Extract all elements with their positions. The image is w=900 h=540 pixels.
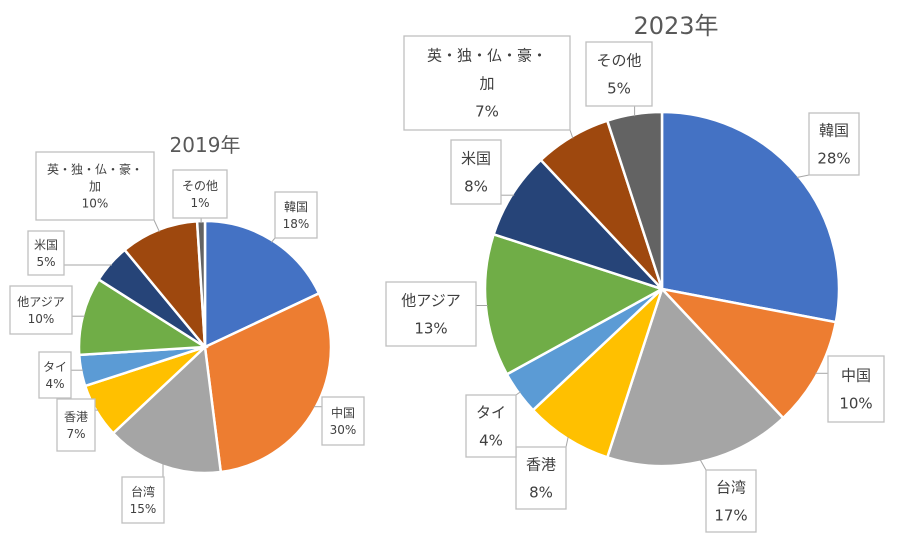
pie-slice-2019-5 [77, 277, 209, 357]
data-label-box-2019-3 [56, 398, 96, 452]
data-label-value-2023-2: 17% [714, 506, 747, 524]
leader-line-2019-7 [153, 219, 160, 232]
data-label-category-2023-7: 加 [479, 74, 494, 92]
leader-line-2019-0 [271, 237, 276, 243]
data-label-category-2019-7: 加 [89, 179, 101, 193]
pie-chart-2019: 韓国 18% 中国 30% 台湾 15% 香港 7% タイ 4% 他アジア 10% 米国 5% 英・独・仏・… [9, 151, 365, 524]
data-label-value-2019-2: 15% [130, 502, 157, 516]
data-label-box-2019-4 [38, 351, 72, 399]
chart-title-2023: 2023年 [633, 12, 718, 40]
data-label-box-2023-5 [385, 281, 477, 347]
leader-line-2023-3 [565, 436, 569, 448]
data-label-value-2019-7: 10% [82, 196, 109, 210]
data-label-box-2023-7 [403, 35, 571, 131]
leader-line-2023-0 [796, 174, 810, 178]
data-label-value-2023-5: 13% [414, 319, 447, 337]
data-label-box-2019-8 [172, 169, 228, 219]
data-label-category-2023-4: タイ [476, 403, 506, 421]
data-label-category-2019-2: 台湾 [131, 484, 155, 499]
data-label-box-2019-1 [321, 396, 365, 446]
data-label-category-2023-1: 中国 [841, 366, 871, 384]
data-label-value-2019-3: 7% [66, 427, 85, 441]
data-label-value-2023-6: 8% [464, 177, 488, 195]
pie-chart-2023: 韓国 28% 中国 10% 台湾 17% 香港 8% タイ 4% 他アジア 13% 米国 8% 英・独・仏・… [385, 35, 885, 533]
data-label-value-2019-5: 10% [28, 312, 55, 326]
data-label-box-2019-2 [121, 476, 165, 524]
data-label-category-2023-7: 英・独・仏・豪・ [427, 46, 547, 64]
data-label-value-2023-3: 8% [529, 483, 553, 501]
pie-slice-2023-3 [531, 288, 664, 459]
data-label-value-2023-0: 28% [817, 149, 850, 167]
data-label-value-2019-4: 4% [45, 377, 64, 391]
data-label-category-2019-1: 中国 [331, 405, 355, 420]
data-label-category-2023-3: 香港 [526, 455, 556, 473]
pie-slice-2023-0 [660, 110, 841, 324]
data-label-box-2023-6 [450, 139, 502, 205]
data-label-box-2023-3 [515, 446, 567, 510]
data-label-category-2019-7: 英・独・仏・豪・ [47, 161, 143, 176]
data-label-category-2023-2: 台湾 [716, 478, 746, 496]
pie-slice-2019-2 [111, 344, 223, 475]
data-label-category-2019-4: タイ [43, 360, 67, 374]
data-label-box-2019-7 [35, 151, 155, 221]
data-label-value-2023-4: 4% [479, 431, 503, 449]
data-label-category-2019-6: 米国 [34, 238, 58, 252]
pie-slice-2023-2 [605, 286, 785, 468]
data-label-box-2019-5 [9, 285, 73, 335]
leader-line-2023-4 [515, 391, 521, 396]
data-label-category-2019-0: 韓国 [284, 200, 308, 214]
data-label-box-2019-6 [27, 230, 65, 276]
data-label-box-2023-2 [705, 469, 757, 533]
data-label-value-2019-0: 18% [283, 217, 310, 231]
data-label-value-2019-6: 5% [36, 255, 55, 269]
leader-line-2023-2 [699, 459, 707, 471]
data-label-category-2019-3: 香港 [64, 410, 88, 424]
data-label-category-2023-8: その他 [596, 51, 641, 69]
data-label-category-2023-5: 他アジア [401, 291, 460, 309]
pie-slice-2023-6 [492, 158, 663, 291]
data-label-box-2019-0 [274, 191, 318, 239]
data-label-value-2023-8: 5% [607, 79, 631, 97]
data-label-box-2023-1 [827, 355, 885, 423]
chart-title-2019: 2019年 [170, 133, 241, 157]
data-label-value-2019-1: 30% [330, 423, 357, 437]
data-label-category-2023-0: 韓国 [819, 121, 849, 139]
data-label-value-2023-1: 10% [839, 394, 872, 412]
data-label-box-2023-8 [585, 41, 653, 107]
leader-line-2023-7 [569, 129, 574, 139]
pie-slice-2023-1 [658, 287, 838, 420]
data-label-category-2019-8: その他 [182, 179, 218, 193]
pie-slice-2019-1 [203, 291, 333, 474]
data-label-category-2023-6: 米国 [461, 149, 491, 167]
data-label-box-2023-0 [808, 112, 860, 176]
data-label-value-2023-7: 7% [475, 102, 499, 120]
data-label-value-2019-8: 1% [190, 196, 209, 210]
data-label-box-2023-4 [465, 394, 517, 458]
data-label-category-2019-5: 他アジア [17, 295, 65, 309]
